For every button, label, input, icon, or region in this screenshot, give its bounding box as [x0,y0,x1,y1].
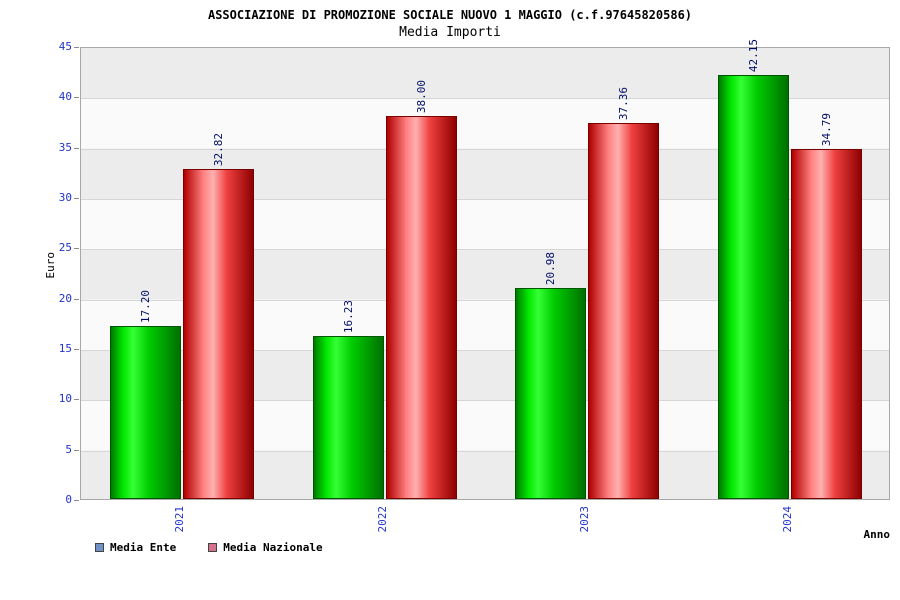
y-tick-label: 0 [65,493,72,506]
y-tick-mark [74,198,79,199]
y-tick-label: 40 [58,90,72,104]
gridline [81,450,889,452]
y-tick-mark [74,399,79,401]
y-tick-mark [74,298,79,300]
x-tick-label: 2023 [578,506,592,533]
y-tick-label: 15 [58,342,72,355]
legend-label: Media Nazionale [223,541,323,554]
gridline [81,98,889,100]
legend-swatch-media-ente [95,543,104,552]
y-tick-label: 45 [58,40,72,53]
bar-value-label: 38.00 [414,79,428,113]
y-tick-mark [74,349,79,350]
bar-media-ente-2022 [313,336,384,499]
gridline [81,249,889,251]
x-axis-title: Anno [863,528,891,541]
legend-label: Media Ente [110,541,177,554]
y-tick-mark [74,449,79,451]
bar-value-label: 34.79 [819,112,833,146]
y-tick-mark [74,97,79,99]
bar-media-nazionale-2023 [588,123,659,499]
bar-media-ente-2023 [515,288,586,499]
bar-media-ente-2021 [110,326,181,499]
gridline [81,148,889,150]
bar-value-label: 32.82 [211,132,225,166]
y-tick-label: 30 [58,191,72,204]
y-tick-mark [74,47,79,48]
legend: Media Ente Media Nazionale [95,541,323,554]
bar-value-label: 17.20 [138,289,152,323]
legend-item-media-ente: Media Ente [95,541,176,554]
y-axis-title: Euro [44,252,57,279]
y-tick-mark [74,500,79,501]
bar-media-ente-2024 [718,75,789,499]
y-tick-mark [74,147,79,149]
bar-value-label: 37.36 [616,86,630,120]
bar-value-label: 42.15 [746,38,760,72]
y-tick-label: 5 [65,442,72,456]
plot-area: 17.20 32.82 16.23 38.00 20.98 37.36 42.15 34.79 [80,39,890,500]
chart-subtitle: Media Importi [399,25,501,40]
gridline [81,199,889,200]
y-tick-label: 25 [58,241,72,255]
gridline [81,299,889,301]
gridline [81,350,889,351]
gridline [81,400,889,402]
y-tick-label: 35 [58,140,72,154]
legend-item-media-nazionale: Media Nazionale [208,541,323,554]
x-tick-label: 2024 [780,506,794,533]
y-tick-mark [74,248,79,250]
y-tick-label: 20 [58,291,72,305]
bar-value-label: 20.98 [543,251,557,285]
x-tick-label: 2022 [375,506,389,533]
y-tick-label: 10 [58,392,72,406]
bar-media-nazionale-2022 [386,116,457,499]
bar-media-nazionale-2024 [791,149,862,499]
bar-value-label: 16.23 [341,299,355,333]
legend-swatch-media-nazionale [208,543,218,552]
chart-title: ASSOCIAZIONE DI PROMOZIONE SOCIALE NUOVO… [207,8,693,22]
x-tick-label: 2021 [173,506,187,533]
bar-media-nazionale-2021 [183,169,254,499]
